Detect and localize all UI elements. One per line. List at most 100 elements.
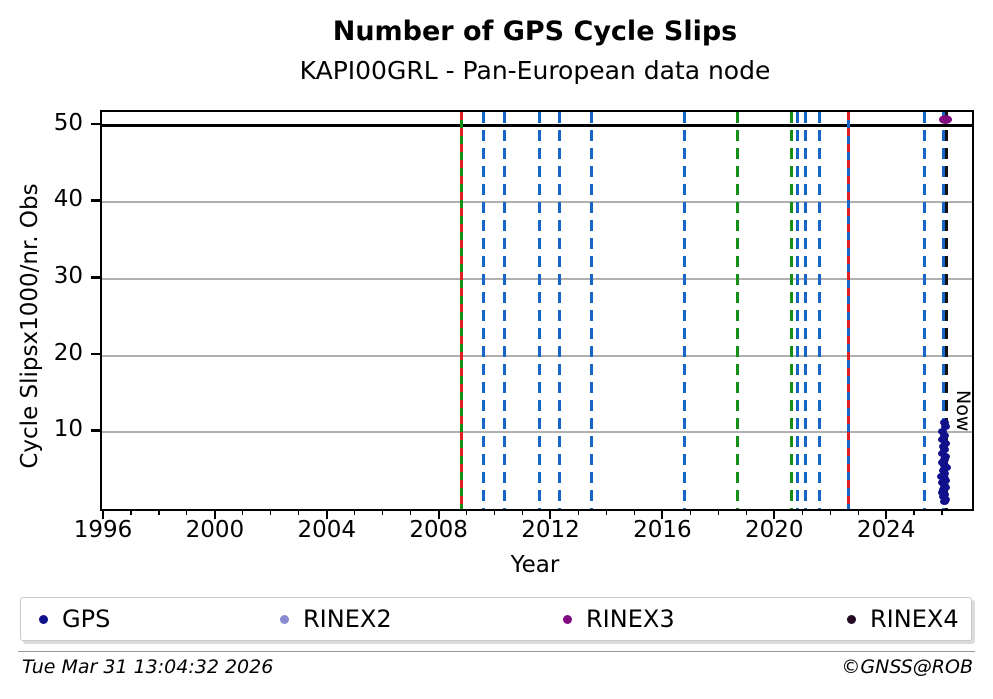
now-line — [944, 112, 948, 509]
gps-data-point — [938, 428, 948, 436]
x-minor-tick — [410, 509, 412, 515]
x-tick-label: 2020 — [744, 517, 804, 543]
timestamp-text: Tue Mar 31 13:04:32 2026 — [22, 656, 274, 678]
event-line-blue — [803, 112, 807, 509]
legend-item-rinex2: RINEX2 — [280, 598, 392, 640]
x-minor-tick — [633, 509, 635, 515]
x-tick-label: 2008 — [409, 517, 468, 543]
gps-data-point — [937, 435, 947, 443]
x-tick-label: 2000 — [185, 517, 245, 543]
y-axis-label: Cycle Slipsx1000/nr. Obs — [17, 183, 43, 469]
footer-divider — [18, 651, 975, 652]
rinex4-legend-marker — [847, 614, 856, 624]
gps-data-point — [939, 418, 949, 426]
gps-data-point — [939, 497, 949, 505]
credit-text: ©GNSS@ROB — [841, 656, 973, 678]
x-minor-tick — [130, 509, 132, 515]
y-tick-mark — [91, 352, 100, 356]
x-minor-tick — [158, 509, 160, 515]
x-minor-tick — [577, 509, 580, 515]
event-line-blue — [682, 112, 686, 509]
x-minor-tick — [801, 509, 803, 515]
rinex3-legend-marker — [563, 614, 572, 624]
legend-item-rinex4: RINEX4 — [847, 598, 959, 640]
event-line-blue — [941, 112, 945, 509]
event-line-blue — [537, 112, 541, 509]
x-minor-tick — [689, 509, 691, 515]
x-major-tick — [773, 509, 776, 519]
event-line-red-overlay — [846, 112, 850, 509]
x-major-tick — [661, 509, 664, 519]
event-line-blue — [846, 112, 850, 509]
x-minor-tick — [745, 509, 747, 515]
legend-item-gps: GPS — [39, 598, 110, 640]
x-tick-label: 2012 — [521, 517, 580, 543]
event-line-green — [735, 112, 739, 509]
y-gridline — [102, 431, 972, 434]
gps-data-point — [938, 442, 948, 450]
x-major-tick — [325, 509, 328, 519]
x-tick-label: 2004 — [297, 517, 356, 543]
now-label: Now — [951, 390, 974, 432]
x-minor-tick — [521, 509, 524, 515]
max-cap-line — [102, 124, 972, 128]
y-tick-label: 50 — [53, 109, 83, 136]
event-line-green — [459, 112, 463, 509]
x-major-tick — [549, 509, 552, 519]
x-minor-tick — [913, 509, 915, 515]
chart-title: Number of GPS Cycle Slips — [332, 16, 738, 47]
y-tick-mark — [91, 429, 100, 432]
gps-data-point — [940, 431, 950, 439]
x-axis-label: Year — [510, 552, 560, 578]
x-tick-label: 1996 — [73, 517, 133, 543]
y-tick-label: 20 — [53, 339, 83, 366]
x-minor-tick — [242, 509, 244, 515]
y-gridline — [102, 278, 972, 281]
x-tick-label: 2024 — [856, 517, 916, 543]
x-minor-tick — [941, 509, 943, 515]
x-minor-tick — [829, 509, 831, 515]
event-line-blue — [817, 112, 821, 509]
legend-label: RINEX3 — [586, 605, 675, 633]
rinex3-data-point — [939, 115, 953, 125]
y-tick-mark — [91, 276, 100, 279]
y-tick-label: 10 — [53, 416, 83, 443]
y-gridline — [102, 354, 972, 357]
y-tick-mark — [91, 122, 100, 126]
gps-data-point — [940, 423, 950, 431]
x-major-tick — [437, 509, 440, 519]
event-line-blue — [795, 112, 799, 509]
x-minor-tick — [857, 509, 859, 515]
event-line-blue — [589, 112, 593, 509]
x-minor-tick — [354, 509, 356, 515]
x-minor-tick — [465, 509, 468, 515]
legend-box: GPS RINEX2 RINEX3 RINEX4 — [20, 597, 972, 641]
x-minor-tick — [717, 509, 719, 515]
event-line-red-overlay — [459, 112, 463, 509]
x-major-tick — [101, 509, 104, 519]
event-line-blue — [502, 112, 506, 509]
x-minor-tick — [186, 509, 188, 515]
y-tick-label: 40 — [53, 186, 83, 213]
x-minor-tick — [298, 509, 300, 515]
legend-label: GPS — [62, 605, 111, 633]
y-tick-mark — [91, 199, 100, 202]
plot-area: Now — [100, 110, 974, 511]
gps-legend-marker — [39, 614, 48, 624]
event-line-green — [789, 112, 793, 509]
legend-label: RINEX2 — [303, 605, 392, 633]
x-minor-tick — [605, 509, 607, 515]
y-gridline — [102, 201, 972, 204]
x-minor-tick — [493, 509, 496, 515]
chart-subtitle: KAPI00GRL - Pan-European data node — [299, 56, 771, 85]
x-minor-tick — [270, 509, 272, 515]
x-major-tick — [885, 509, 888, 519]
rinex2-legend-marker — [280, 614, 289, 624]
x-tick-label: 2016 — [633, 517, 692, 543]
x-minor-tick — [382, 509, 384, 515]
legend-item-rinex3: RINEX3 — [563, 598, 675, 640]
x-major-tick — [213, 509, 216, 519]
y-tick-label: 30 — [53, 263, 83, 290]
event-line-blue — [557, 112, 561, 509]
